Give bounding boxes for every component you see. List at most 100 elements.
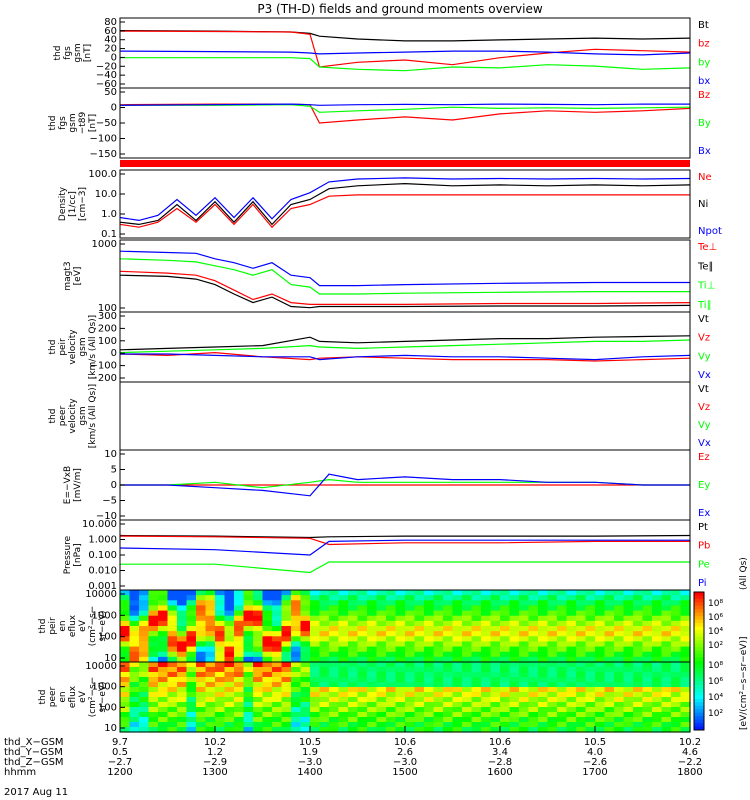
spectrogram-9-cell	[595, 620, 606, 627]
spectrogram-9-cell	[329, 631, 340, 637]
spectrogram-10-cell	[196, 712, 207, 718]
spectrogram-10-cell	[348, 727, 359, 733]
spectrogram-10-cell	[509, 702, 520, 708]
series-te⊥	[119, 270, 691, 305]
spectrogram-10-cell	[661, 712, 672, 718]
spectrogram-10-cell	[547, 677, 558, 683]
spectrogram-10-cell	[528, 717, 539, 723]
spectrogram-10-cell	[272, 677, 283, 683]
spectrogram-9-cell	[538, 651, 549, 658]
spectrogram-10-cell	[272, 697, 283, 703]
spectrogram-9-cell	[215, 605, 226, 612]
series-ne	[119, 194, 690, 229]
spectrogram-9-cell	[129, 615, 140, 622]
spectrogram-9-cell	[633, 615, 644, 622]
spectrogram-9-cell	[652, 600, 663, 607]
spectrogram-9-cell	[310, 605, 321, 612]
legend-Pe: Pe	[698, 559, 710, 570]
spectrogram-10-cell	[291, 722, 302, 728]
spectrogram-9-cell	[500, 615, 511, 622]
spectrogram-9-cell	[576, 620, 587, 627]
spectrogram-9-cell	[452, 646, 463, 653]
y-label-line: (cm²−s−	[88, 606, 98, 647]
spectrogram-10-cell	[338, 717, 349, 723]
spectrogram-9-cell	[661, 615, 672, 622]
series-pe	[120, 561, 690, 574]
spectrogram-9-cell	[129, 646, 140, 653]
spectrogram-10-cell	[500, 707, 511, 713]
spectrogram-9-cell	[120, 590, 131, 596]
spectrogram-9-cell	[376, 626, 387, 632]
spectrogram-9-cell	[215, 590, 226, 596]
spectrogram-10-cell	[642, 672, 653, 678]
spectrogram-10-cell	[120, 707, 131, 713]
spectrogram-10-cell	[500, 662, 511, 668]
spectrogram-9-cell	[471, 610, 482, 617]
spectrogram-10-cell	[120, 727, 131, 733]
spectrogram-10-cell	[481, 687, 492, 693]
spectrogram-10-cell	[509, 712, 520, 718]
spectrogram-9-cell	[500, 610, 511, 617]
spectrogram-9-cell	[281, 656, 292, 663]
spectrogram-10-cell	[167, 672, 178, 678]
spectrogram-10-cell	[291, 662, 302, 668]
spectrogram-10-cell	[348, 662, 359, 668]
spectrogram-9-cell	[557, 605, 568, 612]
spectrogram-10-cell	[500, 697, 511, 703]
spectrogram-9-cell	[547, 626, 558, 632]
spectrogram-10-cell	[424, 702, 435, 708]
y-label-line: thd	[48, 340, 58, 355]
spectrogram-10-cell	[129, 697, 140, 703]
spectrogram-9-cell	[528, 636, 539, 643]
spectrogram-9-cell	[424, 590, 435, 596]
spectrogram-9-cell	[405, 626, 416, 632]
spectrogram-9-cell	[338, 656, 349, 663]
spectrogram-9-cell	[500, 600, 511, 607]
spectrogram-9-cell	[424, 610, 435, 617]
y-tick-label: 0	[111, 52, 117, 63]
spectrogram-10-cell	[395, 697, 406, 703]
spectrogram-9-cell	[509, 646, 520, 653]
spectrogram-10-cell	[367, 717, 378, 723]
spectrogram-9-cell	[224, 646, 235, 653]
spectrogram-10-cell	[604, 687, 615, 693]
spectrogram-10-cell	[186, 687, 197, 693]
spectrogram-9-cell	[566, 651, 577, 658]
spectrogram-10-cell	[490, 727, 501, 733]
spectrogram-10-cell	[576, 717, 587, 723]
spectrogram-10-cell	[500, 672, 511, 678]
spectrogram-9-cell	[376, 636, 387, 643]
spectrogram-10-cell	[120, 682, 131, 688]
spectrogram-10-cell	[120, 662, 131, 668]
spectrogram-10-cell	[471, 672, 482, 678]
spectrogram-10-cell	[452, 702, 463, 708]
spectrogram-10-cell	[614, 662, 625, 668]
colorbar-segment	[694, 592, 704, 596]
spectrogram-10-cell	[395, 692, 406, 698]
spectrogram-9-cell	[158, 651, 169, 658]
spectrogram-9-cell	[338, 631, 349, 637]
spectrogram-10-cell	[595, 702, 606, 708]
spectrogram-10-cell	[129, 727, 140, 733]
spectrogram-9-cell	[471, 590, 482, 596]
spectrogram-10-cell	[376, 697, 387, 703]
spectrogram-9-cell	[186, 656, 197, 663]
spectrogram-10-cell	[177, 712, 188, 718]
spectrogram-9-cell	[300, 595, 311, 601]
chart-title: P3 (TH-D) fields and ground moments over…	[257, 2, 542, 16]
spectrogram-9-cell	[452, 656, 463, 663]
spectrogram-10-cell	[519, 722, 530, 728]
spectrogram-10-cell	[566, 727, 577, 733]
spectrogram-9-cell	[139, 610, 150, 617]
spectrogram-10-cell	[167, 687, 178, 693]
legend-Vy: Vy	[698, 351, 711, 362]
spectrogram-9-cell	[585, 595, 596, 601]
spectrogram-9-cell	[376, 600, 387, 607]
spectrogram-9-cell	[614, 620, 625, 627]
spectrogram-10-cell	[576, 687, 587, 693]
spectrogram-9-cell	[547, 590, 558, 596]
spectrogram-10-cell	[500, 712, 511, 718]
legend-by: by	[698, 57, 710, 68]
spectrogram-10-cell	[680, 722, 691, 728]
spectrogram-9-cell	[272, 590, 283, 596]
